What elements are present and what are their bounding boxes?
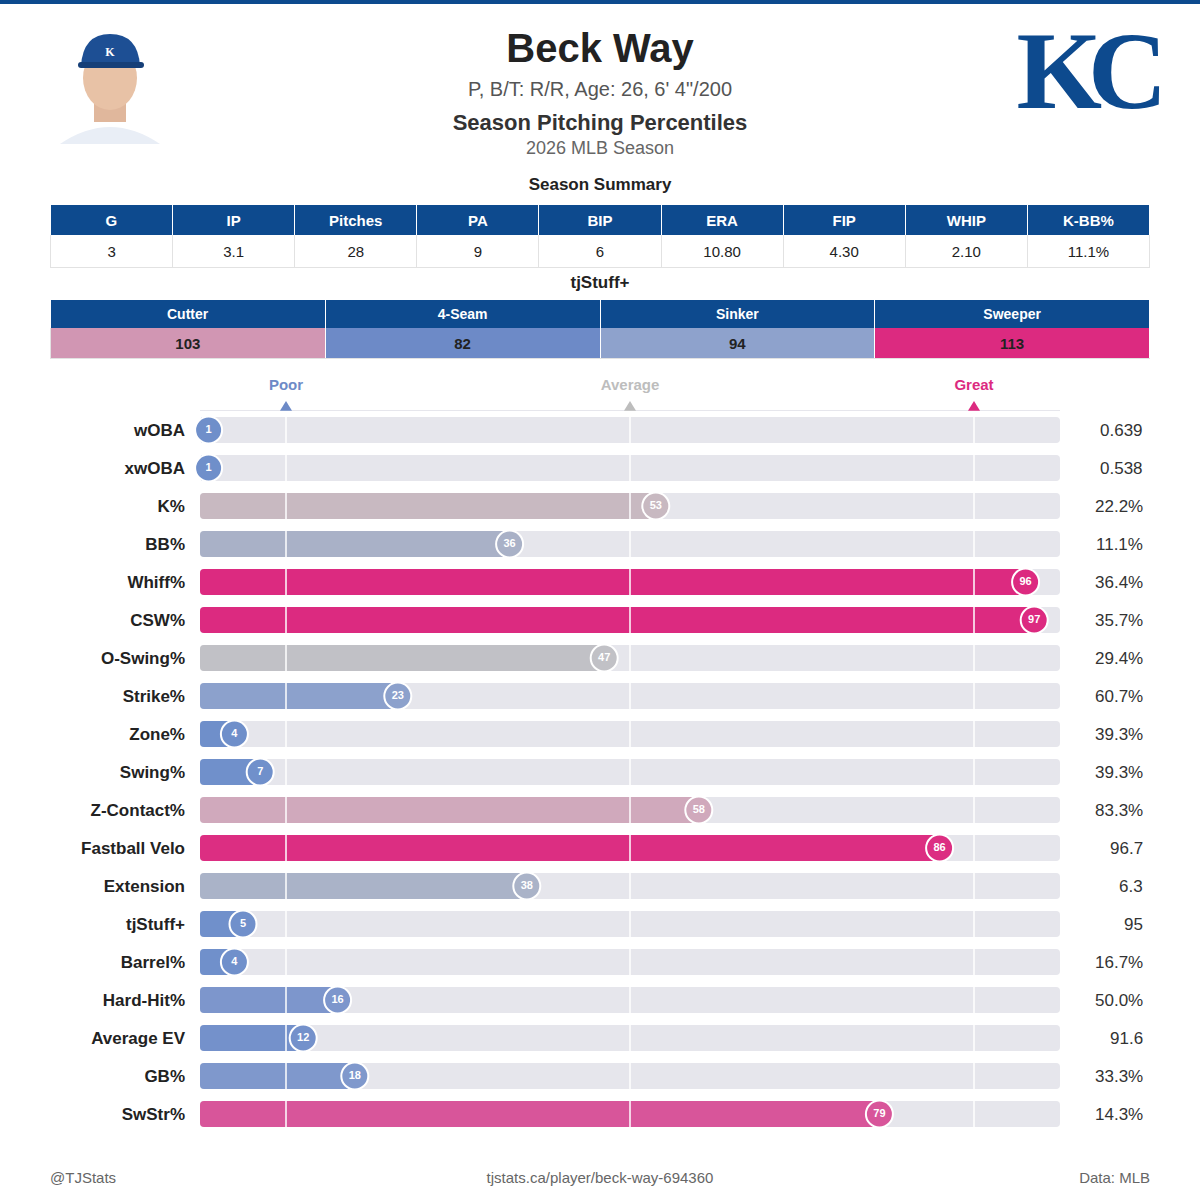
svg-text:35.7%: 35.7% bbox=[1095, 611, 1143, 630]
html-text:4.30: 4.30 bbox=[829, 242, 859, 260]
svg-text:95: 95 bbox=[1124, 915, 1143, 934]
html-text:@TJStats: @TJStats bbox=[50, 1169, 117, 1186]
svg-text:0.538: 0.538 bbox=[1100, 459, 1143, 478]
svg-text:38: 38 bbox=[521, 879, 533, 891]
svg-text:0.639: 0.639 bbox=[1100, 421, 1143, 440]
svg-text:96: 96 bbox=[1019, 575, 1031, 587]
html-text:tjStuff+: tjStuff+ bbox=[570, 273, 630, 292]
svg-text:39.3%: 39.3% bbox=[1095, 725, 1143, 744]
html-text:ERA: ERA bbox=[706, 211, 738, 229]
svg-text:50.0%: 50.0% bbox=[1095, 991, 1143, 1010]
html-text:11.1%: 11.1% bbox=[1067, 242, 1110, 260]
svg-text:4: 4 bbox=[231, 727, 238, 739]
svg-text:36: 36 bbox=[503, 537, 515, 549]
html-text:3: 3 bbox=[107, 242, 116, 260]
html-text:Season Summary: Season Summary bbox=[528, 175, 672, 194]
svg-text:53: 53 bbox=[650, 499, 662, 511]
html-text:Cutter: Cutter bbox=[167, 306, 209, 322]
svg-text:tjStuff+: tjStuff+ bbox=[126, 915, 185, 934]
svg-text:58: 58 bbox=[693, 803, 705, 815]
svg-text:86: 86 bbox=[933, 841, 945, 853]
html-text:Sinker: Sinker bbox=[716, 306, 759, 322]
svg-text:K: K bbox=[105, 45, 115, 59]
html-text:82: 82 bbox=[454, 334, 471, 352]
svg-text:23: 23 bbox=[392, 689, 404, 701]
svg-text:29.4%: 29.4% bbox=[1095, 649, 1143, 668]
html-text:9: 9 bbox=[473, 242, 482, 260]
svg-text:36.4%: 36.4% bbox=[1095, 573, 1143, 592]
svg-text:60.7%: 60.7% bbox=[1095, 687, 1143, 706]
html-text:Beck Way: Beck Way bbox=[506, 26, 694, 70]
svg-text:wOBA: wOBA bbox=[133, 421, 185, 440]
svg-text:Average: Average bbox=[601, 376, 660, 393]
html-text:28: 28 bbox=[347, 242, 365, 260]
svg-text:Hard-Hit%: Hard-Hit% bbox=[103, 991, 185, 1010]
html-text:tjstats.ca/player/beck-way-694: tjstats.ca/player/beck-way-694360 bbox=[486, 1169, 714, 1186]
svg-text:xwOBA: xwOBA bbox=[125, 459, 185, 478]
svg-text:SwStr%: SwStr% bbox=[122, 1105, 185, 1124]
svg-text:47: 47 bbox=[598, 651, 610, 663]
html-text:94: 94 bbox=[729, 334, 746, 352]
html-text:PA: PA bbox=[468, 211, 488, 229]
svg-text:12: 12 bbox=[297, 1031, 309, 1043]
svg-text:O-Swing%: O-Swing% bbox=[101, 649, 185, 668]
svg-text:Zone%: Zone% bbox=[129, 725, 185, 744]
html-text:Data: MLB: Data: MLB bbox=[1079, 1169, 1150, 1186]
svg-text:16: 16 bbox=[331, 993, 343, 1005]
svg-text:Average EV: Average EV bbox=[91, 1029, 186, 1048]
html-text:113: 113 bbox=[1000, 334, 1025, 352]
svg-text:GB%: GB% bbox=[144, 1067, 185, 1086]
svg-text:7: 7 bbox=[257, 765, 263, 777]
html-text:BIP: BIP bbox=[587, 211, 613, 229]
svg-text:14.3%: 14.3% bbox=[1095, 1105, 1143, 1124]
html-text:Season Pitching Percentiles: Season Pitching Percentiles bbox=[452, 110, 748, 135]
svg-text:6.3: 6.3 bbox=[1119, 877, 1143, 896]
svg-text:Extension: Extension bbox=[104, 877, 185, 896]
svg-text:Swing%: Swing% bbox=[120, 763, 185, 782]
svg-text:Barrel%: Barrel% bbox=[121, 953, 185, 972]
svg-text:39.3%: 39.3% bbox=[1095, 763, 1143, 782]
html-text:G: G bbox=[105, 211, 118, 229]
html-text:P, B/T: R/R, Age: 26, 6' 4"/20: P, B/T: R/R, Age: 26, 6' 4"/200 bbox=[468, 78, 732, 100]
html-text:2.10: 2.10 bbox=[951, 242, 981, 260]
svg-text:Fastball Velo: Fastball Velo bbox=[81, 839, 185, 858]
html-text:103: 103 bbox=[175, 334, 201, 352]
html-text:IP: IP bbox=[226, 211, 241, 229]
svg-text:22.2%: 22.2% bbox=[1095, 497, 1143, 516]
svg-text:11.1%: 11.1% bbox=[1096, 535, 1143, 554]
svg-text:BB%: BB% bbox=[145, 535, 185, 554]
svg-text:79: 79 bbox=[873, 1107, 885, 1119]
svg-text:CSW%: CSW% bbox=[130, 611, 185, 630]
svg-text:5: 5 bbox=[240, 917, 246, 929]
html-text:Pitches: Pitches bbox=[329, 211, 383, 229]
svg-text:Z-Contact%: Z-Contact% bbox=[91, 801, 185, 820]
svg-text:1: 1 bbox=[206, 461, 212, 473]
svg-text:Great: Great bbox=[954, 376, 993, 393]
svg-text:4: 4 bbox=[231, 955, 238, 967]
svg-text:97: 97 bbox=[1028, 613, 1040, 625]
html-text:3.1: 3.1 bbox=[223, 242, 245, 260]
html-text:2026 MLB Season: 2026 MLB Season bbox=[525, 138, 674, 158]
svg-text:Strike%: Strike% bbox=[123, 687, 185, 706]
svg-text:Whiff%: Whiff% bbox=[127, 573, 185, 592]
svg-text:33.3%: 33.3% bbox=[1095, 1067, 1143, 1086]
html-text:10.80: 10.80 bbox=[703, 242, 741, 260]
html-text:Sweeper: Sweeper bbox=[983, 306, 1041, 322]
svg-text:16.7%: 16.7% bbox=[1095, 953, 1143, 972]
html-text:KC: KC bbox=[1016, 10, 1154, 132]
html-text:FIP: FIP bbox=[832, 211, 856, 229]
html-text:K-BB%: K-BB% bbox=[1063, 211, 1114, 229]
svg-text:96.7: 96.7 bbox=[1110, 839, 1143, 858]
svg-text:1: 1 bbox=[206, 423, 212, 435]
svg-text:Poor: Poor bbox=[269, 376, 303, 393]
svg-text:18: 18 bbox=[349, 1069, 361, 1081]
svg-text:K%: K% bbox=[158, 497, 185, 516]
svg-text:91.6: 91.6 bbox=[1110, 1029, 1143, 1048]
svg-text:83.3%: 83.3% bbox=[1095, 801, 1143, 820]
html-text:WHIP: WHIP bbox=[946, 211, 986, 229]
html-text:6: 6 bbox=[595, 242, 605, 260]
html-text:4-Seam: 4-Seam bbox=[437, 306, 488, 322]
